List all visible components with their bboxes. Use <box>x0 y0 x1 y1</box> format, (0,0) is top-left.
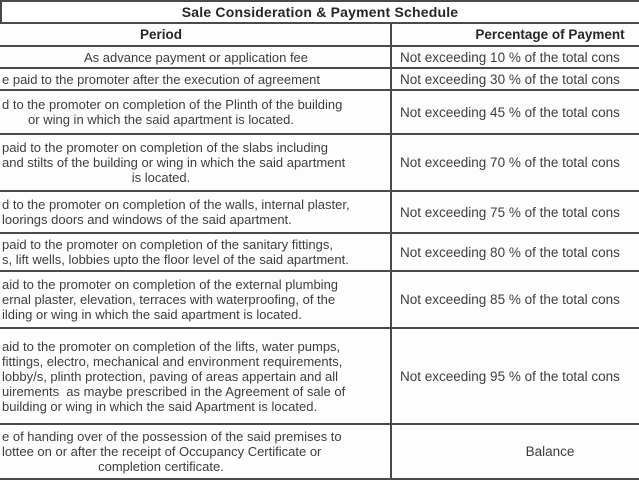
percentage-value: Not exceeding 30 % of the total cons <box>390 67 639 91</box>
percentage-value: Not exceeding 80 % of the total cons <box>390 232 639 272</box>
period-line: building or wing in which the said Apart… <box>2 398 318 414</box>
period-line: completion certificate. <box>98 459 224 474</box>
header-row: Period Percentage of Payment <box>0 22 639 47</box>
period-line: ilding or wing in which the said apartme… <box>2 307 302 322</box>
column-header-period: Period <box>0 22 392 47</box>
period-line: d to the promoter on completion of the w… <box>2 197 350 212</box>
period-line: ernal plaster, elevation, terraces with … <box>2 292 336 307</box>
period-line: lottee on or after the receipt of Occupa… <box>2 444 322 459</box>
period-cell: e of handing over of the possession of t… <box>0 423 392 480</box>
percentage-value: Not exceeding 70 % of the total cons <box>390 133 639 192</box>
percentage-value: Balance <box>390 423 639 480</box>
period-cell: paid to the promoter on completion of th… <box>0 133 392 192</box>
period-line: uirements as maybe prescribed in the Agr… <box>2 383 346 399</box>
period-line: lobby/s, plinth protection, paving of ar… <box>2 368 339 384</box>
percentage-value: Not exceeding 45 % of the total cons <box>390 89 639 135</box>
period-line: s, lift wells, lobbies upto the floor le… <box>2 252 349 267</box>
period-line: loorings doors and windows of the said a… <box>2 212 292 227</box>
table-row: e paid to the promoter after the executi… <box>0 67 639 91</box>
column-header-percentage: Percentage of Payment <box>390 22 639 47</box>
table-title: Sale Consideration & Payment Schedule <box>0 0 639 24</box>
percentage-value: Not exceeding 85 % of the total cons <box>390 270 639 329</box>
period-cell: e paid to the promoter after the executi… <box>0 67 392 91</box>
percentage-value: Not exceeding 95 % of the total cons <box>390 327 639 425</box>
period-cell: d to the promoter on completion of the P… <box>0 89 392 135</box>
percentage-value: Not exceeding 75 % of the total cons <box>390 190 639 234</box>
period-line: fittings, electro, mechanical and enviro… <box>2 353 343 369</box>
period-line: e of handing over of the possession of t… <box>2 429 342 444</box>
period-line: or wing in which the said apartment is l… <box>28 112 294 127</box>
period-line: and stilts of the building or wing in wh… <box>2 155 346 170</box>
table-row: paid to the promoter on completion of th… <box>0 232 639 272</box>
table-row: d to the promoter on completion of the w… <box>0 190 639 234</box>
period-cell: aid to the promoter on completion of the… <box>0 327 392 425</box>
period-line: aid to the promoter on completion of the… <box>2 338 341 354</box>
table-row: As advance payment or application fee No… <box>0 45 639 69</box>
period-cell: As advance payment or application fee <box>0 45 392 69</box>
period-line: paid to the promoter on completion of th… <box>2 237 333 252</box>
title-row: Sale Consideration & Payment Schedule <box>0 0 639 24</box>
period-line: d to the promoter on completion of the P… <box>2 97 343 112</box>
period-cell: d to the promoter on completion of the w… <box>0 190 392 234</box>
period-line: paid to the promoter on completion of th… <box>2 140 328 155</box>
scan-edge-line <box>0 2 2 22</box>
period-cell: aid to the promoter on completion of the… <box>0 270 392 329</box>
table-row: paid to the promoter on completion of th… <box>0 133 639 192</box>
period-line: e paid to the promoter after the executi… <box>2 71 320 87</box>
period-cell: paid to the promoter on completion of th… <box>0 232 392 272</box>
table-row: d to the promoter on completion of the P… <box>0 89 639 135</box>
table-row: aid to the promoter on completion of the… <box>0 327 639 425</box>
period-line: aid to the promoter on completion of the… <box>2 277 339 292</box>
table-row: e of handing over of the possession of t… <box>0 423 639 480</box>
period-line: As advance payment or application fee <box>83 49 309 65</box>
table-row: aid to the promoter on completion of the… <box>0 270 639 329</box>
percentage-value: Not exceeding 10 % of the total cons <box>390 45 639 69</box>
period-line: is located. <box>131 170 191 185</box>
